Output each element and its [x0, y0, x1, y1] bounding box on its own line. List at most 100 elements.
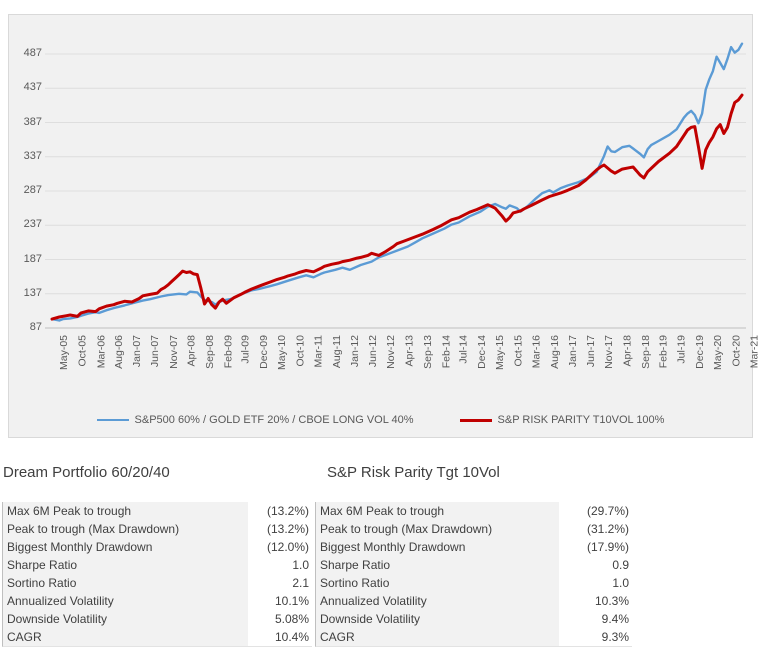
x-axis-label: Apr-18 — [621, 335, 634, 367]
x-axis-label: Jan-12 — [349, 335, 362, 368]
metric-value: 10.3% — [559, 592, 632, 610]
metric-label: Max 6M Peak to trough — [3, 502, 248, 520]
x-axis-label: Jun-07 — [149, 335, 162, 368]
x-axis-label: Oct-10 — [294, 335, 307, 367]
metric-value: (31.2%) — [559, 520, 632, 538]
table-row: Peak to trough (Max Drawdown) (31.2%) — [316, 520, 632, 538]
table-row: CAGR 9.3% — [316, 628, 632, 646]
metric-label: Sharpe Ratio — [316, 556, 559, 574]
x-axis-label: Sep-13 — [421, 335, 434, 369]
metric-label: Peak to trough (Max Drawdown) — [316, 520, 559, 538]
x-axis-label: May-20 — [712, 335, 725, 371]
metric-label: Annualized Volatility — [3, 592, 248, 610]
table-row: Annualized Volatility 10.3% — [316, 592, 632, 610]
metric-label: Biggest Monthly Drawdown — [316, 538, 559, 556]
y-axis-label: 87 — [29, 321, 42, 333]
table-row: Sharpe Ratio 1.0 — [3, 556, 312, 574]
x-axis-label: Oct-15 — [512, 335, 525, 367]
legend-line-swatch — [459, 418, 492, 422]
x-axis-label: Feb-14 — [439, 335, 452, 369]
plot-area — [45, 42, 746, 329]
metric-value: 0.9 — [559, 556, 632, 574]
x-axis-label: Jan-07 — [131, 335, 144, 368]
y-axis-label: 437 — [23, 81, 42, 94]
legend-item: S&P500 60% / GOLD ETF 20% / CBOE LONG VO… — [96, 414, 414, 426]
series-line-risk-parity — [50, 93, 744, 321]
legend-label: S&P500 60% / GOLD ETF 20% / CBOE LONG VO… — [134, 414, 414, 426]
x-axis-label: Nov-12 — [385, 335, 398, 369]
stats-table-dream-portfolio: Max 6M Peak to trough (13.2%) Peak to trou… — [2, 502, 312, 647]
performance-chart: 487 437 387 337 287 237 187 137 87 May-05 Oct-05 M… — [8, 14, 758, 438]
table-title-dream-portfolio: Dream Portfolio 60/20/40 — [3, 464, 170, 481]
x-axis-label: Dec-14 — [476, 335, 489, 369]
x-axis-label: Feb-09 — [221, 335, 234, 369]
metric-label: CAGR — [3, 628, 248, 646]
x-axis-label: Aug-16 — [548, 335, 561, 369]
x-axis-label: Oct-20 — [730, 335, 743, 367]
x-axis-label: Jul-19 — [675, 335, 688, 364]
series-line-dream-portfolio — [50, 42, 744, 322]
metric-label: Max 6M Peak to trough — [316, 502, 559, 520]
x-axis-label: Apr-13 — [403, 335, 416, 367]
metric-value: 9.4% — [559, 610, 632, 628]
y-axis-label: 187 — [23, 252, 42, 265]
metric-label: Peak to trough (Max Drawdown) — [3, 520, 248, 538]
y-axis-label: 287 — [23, 184, 42, 196]
metric-value: 10.4% — [248, 628, 312, 646]
metric-value: (13.2%) — [248, 502, 312, 520]
metric-value: 10.1% — [248, 592, 312, 610]
table-row: Downside Volatility 5.08% — [3, 610, 312, 628]
table-row: Sharpe Ratio 0.9 — [316, 556, 632, 574]
metric-value: 5.08% — [248, 610, 312, 628]
legend-line-swatch — [96, 419, 129, 421]
metric-value: (12.0%) — [248, 538, 312, 556]
chart-legend: S&P500 60% / GOLD ETF 20% / CBOE LONG VO… — [9, 409, 752, 431]
table-row: CAGR 10.4% — [3, 628, 312, 646]
table-row: Sortino Ratio 1.0 — [316, 574, 632, 592]
metric-label: Downside Volatility — [3, 610, 248, 628]
x-axis-label: Nov-07 — [167, 335, 180, 369]
x-axis-label: Aug-06 — [112, 335, 125, 369]
metric-label: Downside Volatility — [316, 610, 559, 628]
x-axis-label: Mar-06 — [94, 335, 107, 369]
metric-value: (29.7%) — [559, 502, 632, 520]
table-row: Downside Volatility 9.4% — [316, 610, 632, 628]
table-row: Max 6M Peak to trough (29.7%) — [316, 502, 632, 520]
x-axis-label: Dec-09 — [258, 335, 271, 369]
x-axis-label: Mar-21 — [748, 335, 758, 369]
metric-value: (17.9%) — [559, 538, 632, 556]
y-axis-label: 487 — [23, 47, 42, 59]
metric-label: Biggest Monthly Drawdown — [3, 538, 248, 556]
x-axis-label: May-05 — [58, 335, 71, 371]
x-axis-label: Dec-19 — [694, 335, 707, 369]
legend-label: S&P RISK PARITY T10VOL 100% — [497, 414, 665, 426]
metric-label: Annualized Volatility — [316, 592, 559, 610]
x-axis-label: Sep-18 — [639, 335, 652, 369]
table-row: Annualized Volatility 10.1% — [3, 592, 312, 610]
metric-value: 1.0 — [248, 556, 312, 574]
x-axis-label: Aug-11 — [330, 335, 343, 369]
y-axis-label: 337 — [23, 149, 42, 162]
x-axis-label: Mar-16 — [530, 335, 543, 369]
x-axis-label: May-10 — [276, 335, 289, 371]
metric-value: 2.1 — [248, 574, 312, 592]
table-row: Biggest Monthly Drawdown (17.9%) — [316, 538, 632, 556]
metric-value: 9.3% — [559, 628, 632, 646]
x-axis-label: Mar-11 — [312, 335, 325, 368]
x-axis-label: Apr-08 — [185, 335, 198, 367]
x-axis-label: Jul-09 — [240, 335, 253, 364]
table-row: Biggest Monthly Drawdown (12.0%) — [3, 538, 312, 556]
x-axis-label: Sep-08 — [203, 335, 216, 369]
metric-label: Sortino Ratio — [3, 574, 248, 592]
y-axis-label: 237 — [23, 218, 42, 231]
x-axis-label: Jul-14 — [457, 335, 470, 364]
table-row: Sortino Ratio 2.1 — [3, 574, 312, 592]
table-title-risk-parity: S&P Risk Parity Tgt 10Vol — [327, 464, 500, 481]
legend-item: S&P RISK PARITY T10VOL 100% — [459, 414, 665, 426]
metric-value: (13.2%) — [248, 520, 312, 538]
x-axis-label: Nov-17 — [603, 335, 616, 369]
x-axis-label: Oct-05 — [76, 335, 89, 367]
table-row: Max 6M Peak to trough (13.2%) — [3, 502, 312, 520]
metric-value: 1.0 — [559, 574, 632, 592]
table-row: Peak to trough (Max Drawdown) (13.2%) — [3, 520, 312, 538]
